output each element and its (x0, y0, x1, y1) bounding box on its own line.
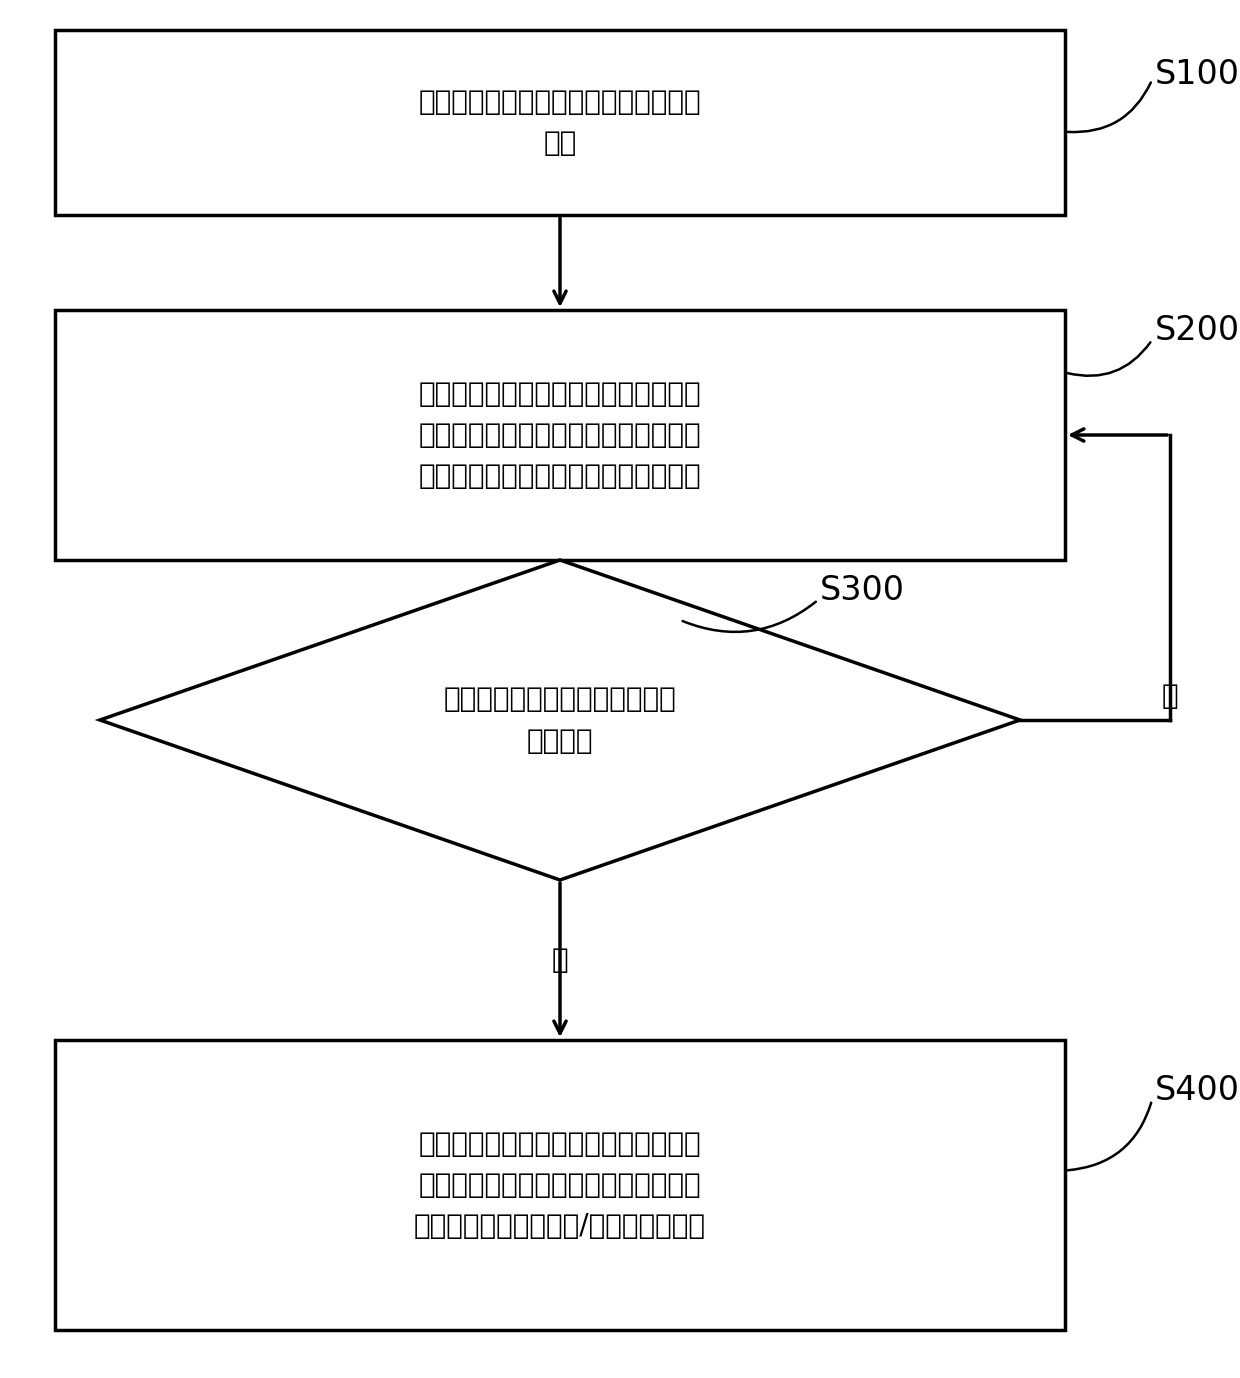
Text: 判断异常数据值是否超过预设的
告警阈值: 判断异常数据值是否超过预设的 告警阈值 (444, 685, 676, 755)
Text: 对原始视频图像进行特征提取以识别异
常特征，并针对包含异常特征的第一视
频图像进行特性分析，生成异常数据值: 对原始视频图像进行特征提取以识别异 常特征，并针对包含异常特征的第一视 频图像进… (419, 380, 702, 491)
Text: 生成告警信号以及当前警情信息；根据
告警信号与当前警情信息发送人员调派
指令，输出告警信号和/或当前警情信息: 生成告警信号以及当前警情信息；根据 告警信号与当前警情信息发送人员调派 指令，输… (414, 1130, 706, 1240)
Text: S400: S400 (1154, 1073, 1240, 1107)
FancyBboxPatch shape (55, 30, 1065, 215)
FancyBboxPatch shape (55, 1040, 1065, 1330)
FancyBboxPatch shape (55, 310, 1065, 559)
Text: 接收来自视频监测装置的多帧原始视频
图像: 接收来自视频监测装置的多帧原始视频 图像 (419, 88, 702, 157)
Text: S200: S200 (1154, 314, 1240, 346)
Text: 否: 否 (1162, 682, 1178, 710)
Polygon shape (100, 559, 1021, 881)
Text: S100: S100 (1154, 58, 1240, 91)
Text: S300: S300 (820, 573, 905, 606)
Text: 是: 是 (552, 947, 568, 974)
